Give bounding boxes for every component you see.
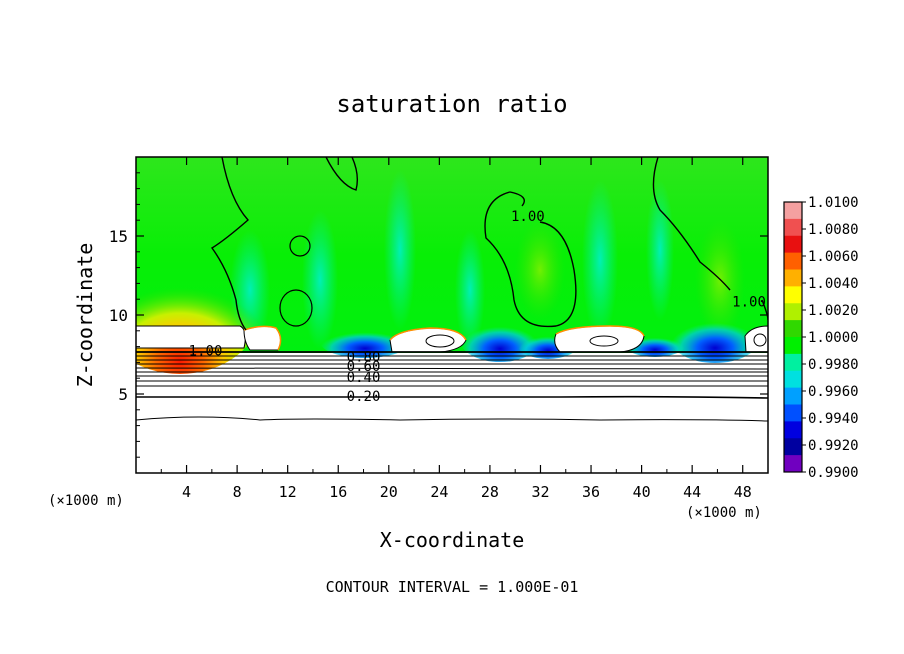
x-axis-label: X-coordinate — [380, 528, 525, 552]
colorbar-swatch — [784, 303, 802, 321]
contour-line — [279, 289, 313, 327]
colorbar-swatch — [784, 286, 802, 304]
x-tick-label: 48 — [734, 483, 752, 501]
cloud-region — [243, 325, 282, 351]
y-tick-label: 5 — [118, 385, 128, 404]
subsaturation-pocket — [670, 313, 760, 363]
field-streak — [302, 210, 338, 350]
colorbar-swatch — [784, 235, 802, 254]
contour-label: 1.00 — [189, 343, 223, 359]
colorbar-swatch — [784, 353, 802, 372]
colorbar-swatch — [784, 320, 802, 338]
contour-interval-note: CONTOUR INTERVAL = 1.000E-01 — [326, 578, 579, 596]
colorbar-swatch — [784, 218, 802, 237]
plot-area: 1.00 1.00 1.00 0.800.600.40 0.20 — [136, 157, 768, 473]
x-tick-label: 16 — [329, 483, 347, 501]
x-tick-label: 36 — [582, 483, 600, 501]
x-tick-label: 12 — [279, 483, 297, 501]
x-tick-label: 20 — [380, 483, 398, 501]
field-streak — [384, 170, 416, 330]
field-streak — [582, 180, 618, 340]
x-tick-label: 32 — [531, 483, 549, 501]
colorbar-swatch — [784, 438, 802, 456]
contour-label: 0.80 — [347, 350, 381, 366]
colorbar-label: 1.0020 — [808, 303, 859, 319]
stratified-contours — [136, 351, 768, 422]
colorbar-label: 0.9920 — [808, 438, 859, 454]
x-tick-label: 4 — [182, 483, 191, 501]
colorbar-label: 1.0060 — [808, 249, 859, 265]
y-tick-label: 15 — [109, 227, 128, 246]
contour-label: 0.40 — [347, 370, 381, 386]
contour-line — [484, 191, 577, 328]
colorbar-swatch — [784, 370, 802, 389]
colorbar-label: 0.9980 — [808, 357, 859, 373]
y-axis: 5 10 15 — [109, 172, 768, 458]
colorbar — [783, 201, 803, 473]
contour-line — [652, 157, 731, 291]
colorbar-swatch — [784, 421, 802, 439]
colorbar-label: 1.0100 — [808, 195, 859, 211]
field-streak — [646, 180, 674, 320]
cloud-contour — [589, 335, 619, 347]
colorbar-label: 1.0000 — [808, 330, 859, 346]
cloud-edge — [243, 325, 282, 351]
colorbar-swatch — [784, 269, 802, 287]
x-tick-label: 40 — [633, 483, 651, 501]
contour-label: 1.00 — [732, 294, 766, 310]
field-streak — [515, 220, 565, 320]
colorbar-swatch — [784, 252, 802, 270]
colorbar-label: 0.9900 — [808, 465, 859, 481]
colorbar-swatch — [784, 337, 802, 355]
cloud-edge — [555, 325, 645, 337]
x-axis: 4 8 12 16 20 24 28 32 36 40 44 48 — [160, 157, 752, 501]
y-axis-label: Z-coordinate — [73, 243, 97, 388]
field-streak — [455, 230, 485, 350]
y-tick-label: 10 — [109, 306, 128, 325]
contour-line — [289, 235, 311, 257]
colorbar-label: 1.0080 — [808, 222, 859, 238]
colorbar-swatch — [784, 202, 802, 220]
colorbar-label: 1.0040 — [808, 276, 859, 292]
cloud-contour — [753, 333, 767, 347]
subsaturation-pocket — [460, 318, 540, 362]
contour-line — [325, 157, 359, 191]
contour-line — [210, 157, 249, 331]
x-tick-label: 28 — [481, 483, 499, 501]
contour-labels: 1.00 1.00 1.00 0.800.600.40 0.20 — [189, 209, 766, 405]
colorbar-label: 0.9960 — [808, 384, 859, 400]
colorbar-labels: 1.0100 1.0080 1.0060 1.0040 1.0020 1.0000 0.99… — [802, 195, 859, 481]
contour-label: 0.20 — [347, 389, 381, 405]
x-tick-label: 44 — [683, 483, 701, 501]
x-tick-label: 24 — [430, 483, 448, 501]
colorbar-swatch — [784, 455, 802, 473]
contour-label: 1.00 — [511, 209, 545, 225]
x-axis-unit-left: (×1000 m) — [48, 493, 124, 509]
colorbar-swatch — [784, 404, 802, 422]
chart-title: saturation ratio — [336, 90, 567, 118]
colorbar-label: 0.9940 — [808, 411, 859, 427]
x-tick-label: 8 — [233, 483, 242, 501]
cloud-edge — [389, 327, 467, 341]
contour-label: 0.60 — [347, 359, 381, 375]
subsaturation-pocket — [320, 326, 410, 358]
cloud-contour — [425, 334, 455, 348]
x-axis-unit-right: (×1000 m) — [686, 505, 762, 521]
colorbar-swatch — [784, 387, 802, 405]
